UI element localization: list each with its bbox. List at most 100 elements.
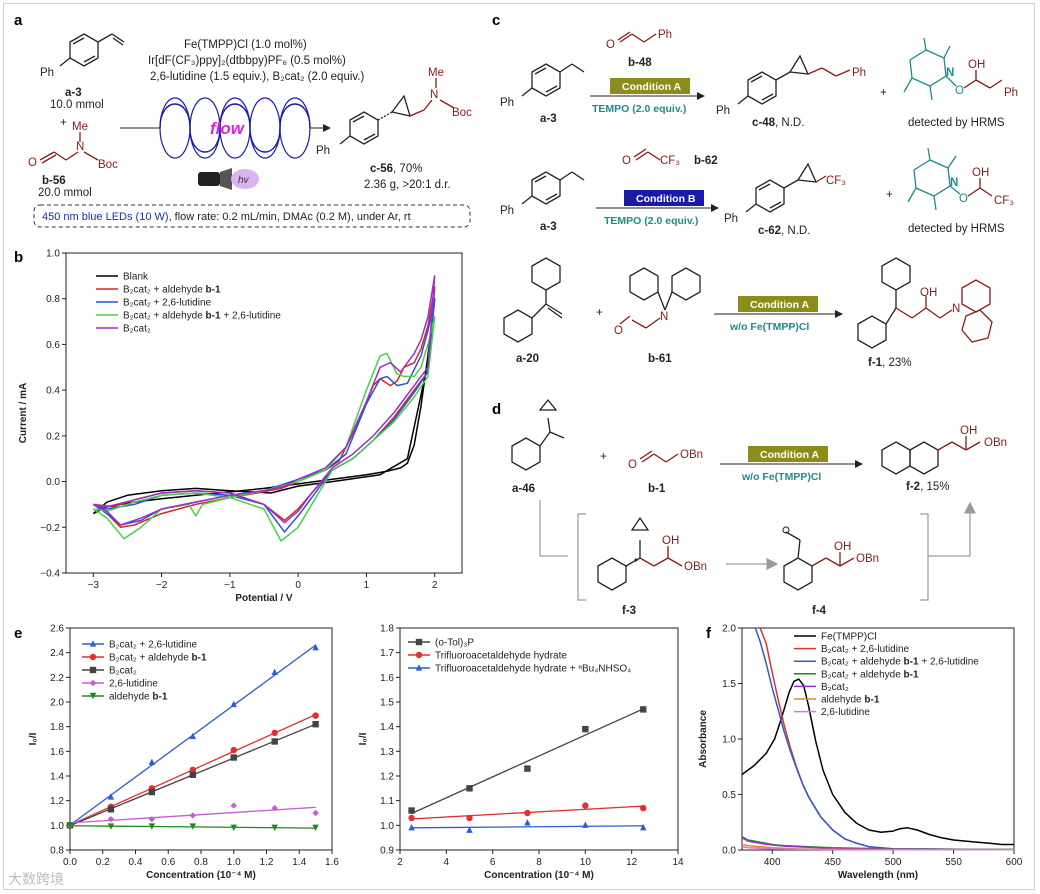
series bbox=[408, 802, 647, 822]
x-tick-label: 8 bbox=[536, 857, 542, 868]
x-tick-label: 0.8 bbox=[194, 857, 208, 868]
bracket-right bbox=[920, 513, 929, 601]
y-tick-label: 0.6 bbox=[46, 340, 60, 351]
product-yield: , 70% bbox=[393, 163, 422, 175]
data-point bbox=[271, 738, 278, 745]
a46-id: a-46 bbox=[512, 483, 535, 495]
legend-text: b-1 bbox=[206, 311, 221, 322]
legend-entry: B₂cat₂ + 2,6-lutidine bbox=[123, 298, 212, 309]
data-point bbox=[189, 771, 197, 778]
x-tick-label: 0.0 bbox=[63, 857, 77, 868]
tempo2-oh: OH bbox=[972, 167, 989, 179]
data-point bbox=[271, 729, 278, 737]
x-tick-label: −3 bbox=[88, 580, 100, 591]
f4-obn-label: OBn bbox=[856, 553, 879, 565]
series bbox=[408, 819, 647, 833]
b1-id: b-1 bbox=[648, 483, 666, 495]
series bbox=[741, 845, 1014, 851]
f1-id: f-1 bbox=[868, 357, 883, 369]
f1-yield: , 23% bbox=[882, 357, 911, 369]
series bbox=[741, 678, 1014, 846]
y-tick-label: 1.4 bbox=[380, 722, 394, 733]
x-tick-label: 2 bbox=[432, 580, 438, 591]
reactant1-id: a-3 bbox=[65, 87, 82, 99]
legend-text: + 2,6-lutidine bbox=[221, 311, 282, 322]
legend-text: Blank bbox=[123, 272, 149, 283]
molecule-b-48: O Ph bbox=[606, 29, 672, 51]
b1-o-label: O bbox=[628, 459, 637, 471]
b48-phenyl-label: Ph bbox=[658, 29, 672, 41]
y-axis-label: Current / mA bbox=[18, 383, 29, 444]
legend-entry: 2,6-lutidine bbox=[821, 707, 870, 718]
methyl-label: Me bbox=[72, 121, 88, 133]
x-tick-label: 600 bbox=[1006, 857, 1023, 868]
condition-a-box-3 bbox=[748, 446, 828, 462]
data-point bbox=[312, 721, 319, 728]
x-axis-label: Concentration (10⁻⁴ M) bbox=[484, 870, 594, 881]
legend-text: B₂cat₂ + 2,6-lutidine bbox=[123, 298, 212, 309]
product-extra: 2.36 g, >20:1 d.r. bbox=[364, 179, 451, 191]
x-tick-label: 10 bbox=[580, 857, 592, 868]
series bbox=[754, 627, 894, 850]
y-tick-label: 0.8 bbox=[50, 846, 64, 857]
tempo1-ph: Ph bbox=[1004, 87, 1018, 99]
x-tick-label: 6 bbox=[490, 857, 496, 868]
legend-text: b-1 bbox=[152, 692, 167, 703]
uv-vis-chart: 400 450 500 550 600 0.0 0.5 1.0 1.5 2.0 Wavelength… bbox=[698, 624, 1023, 882]
product-nitrogen-label: N bbox=[430, 89, 438, 101]
tempo1-oh: OH bbox=[968, 59, 985, 71]
b61-id: b-61 bbox=[648, 353, 672, 365]
series bbox=[92, 297, 436, 515]
f4-id: f-4 bbox=[812, 605, 827, 617]
x-tick-label: 0.6 bbox=[161, 857, 175, 868]
y-tick-label: 2.2 bbox=[50, 673, 64, 684]
legend-entry: B₂cat₂ + aldehyde b-1 + 2,6-lutidine bbox=[123, 311, 281, 322]
b1-obn-label: OBn bbox=[680, 449, 703, 461]
legend-entry: aldehyde b-1 bbox=[821, 695, 880, 706]
oxygen-label: O bbox=[28, 157, 37, 169]
f1-oh-label: OH bbox=[920, 287, 937, 299]
data-point bbox=[148, 788, 156, 796]
y-tick-label: 1.0 bbox=[380, 821, 394, 832]
watermark: 大数跨境 bbox=[8, 871, 64, 887]
data-point bbox=[230, 746, 237, 754]
y-tick-label: 0.0 bbox=[722, 846, 736, 857]
y-tick-label: 0.8 bbox=[46, 294, 60, 305]
c3-plus: + bbox=[596, 307, 603, 319]
x-tick-label: 0.4 bbox=[129, 857, 143, 868]
legend-entry: B₂cat₂ bbox=[123, 324, 151, 335]
y-tick-label: 1.8 bbox=[50, 722, 64, 733]
data-point bbox=[66, 822, 74, 829]
data-point bbox=[524, 809, 531, 817]
tempo1-o: O bbox=[955, 85, 964, 97]
intermediate-f-4: OH OBn bbox=[782, 526, 879, 591]
data-point bbox=[107, 806, 115, 813]
product-label: c-56, 70% bbox=[370, 163, 422, 175]
legend-entry: B₂cat₂ + aldehyde b-1 bbox=[109, 653, 207, 664]
legend-text: B₂cat₂ + aldehyde bbox=[821, 669, 904, 680]
product-id: c-56 bbox=[370, 163, 393, 175]
legend: Blank B₂cat₂ + aldehyde b-1 B₂cat₂ + 2,6-l… bbox=[96, 272, 281, 335]
banner-blue-text: 450 nm blue LEDs (10 W) bbox=[42, 211, 169, 223]
reactant2-amount: 20.0 mmol bbox=[38, 187, 92, 199]
reactant1-amount: 10.0 mmol bbox=[50, 99, 104, 111]
legend-text: b-1 bbox=[904, 657, 919, 668]
y-axis-label: I₀/I bbox=[28, 732, 39, 745]
panel-a: a Ph a-3 10.0 mmol + O N Me Boc bbox=[14, 12, 472, 228]
legend-entry: B₂cat₂ + aldehyde b-1 bbox=[123, 285, 221, 296]
data-point bbox=[189, 823, 197, 830]
legend-marker bbox=[415, 651, 423, 659]
data-point bbox=[466, 814, 473, 822]
panel-e: e 0.0 0.2 0.4 0.6 0.8 1.0 1.2 1.4 1.6 0.8 1.0 1.2 1.… bbox=[14, 624, 684, 882]
y-tick-label: 1.0 bbox=[722, 735, 736, 746]
f2-id: f-2 bbox=[906, 481, 920, 493]
panel-letter-f: f bbox=[706, 625, 712, 642]
b62-cf3-label: CF₃ bbox=[660, 155, 680, 167]
legend-entry: B₂cat₂ + aldehyde b-1 + 2,6-lutidine bbox=[821, 657, 979, 668]
panel-b: b −3 −2 −1 0 1 2 −0.4 −0.2 0.0 0.2 0.4 0.6 0.8 1.0 Pot… bbox=[14, 249, 463, 604]
data-point bbox=[230, 802, 237, 809]
a20-id: a-20 bbox=[516, 353, 539, 365]
b48-id: b-48 bbox=[628, 57, 652, 69]
panel-c: c Ph a-3 O Ph b-48 C bbox=[492, 12, 1018, 369]
data-point bbox=[466, 785, 473, 792]
